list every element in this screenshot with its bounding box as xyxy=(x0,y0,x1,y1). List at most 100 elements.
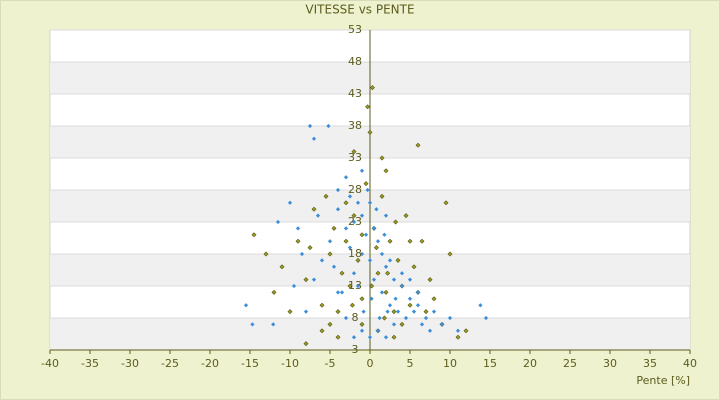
scatter-point xyxy=(367,335,373,340)
y-tick-label: 28 xyxy=(348,183,362,196)
scatter-point xyxy=(250,322,255,327)
x-tick-label: 20 xyxy=(523,357,537,370)
scatter-point xyxy=(369,296,374,301)
scatter-point xyxy=(407,277,413,282)
scatter-point xyxy=(335,334,341,340)
scatter-point xyxy=(431,309,437,314)
scatter-point xyxy=(419,238,425,244)
scatter-point xyxy=(411,264,417,270)
scatter-point xyxy=(355,283,361,289)
x-tick-label: 30 xyxy=(603,357,617,370)
scatter-point xyxy=(385,270,391,276)
scatter-point xyxy=(349,302,355,308)
scatter-point xyxy=(391,322,397,327)
scatter-point xyxy=(271,322,276,327)
scatter-point xyxy=(319,328,325,334)
scatter-point xyxy=(387,238,393,244)
scatter-point xyxy=(331,264,337,269)
scatter-point xyxy=(251,232,257,238)
x-tick-label: -10 xyxy=(281,357,299,370)
scatter-point xyxy=(375,239,381,244)
scatter-point xyxy=(383,213,389,218)
scatter-point xyxy=(351,219,357,225)
x-tick-label: -5 xyxy=(325,357,336,370)
scatter-point xyxy=(363,181,369,187)
x-axis-label: Pente [%] xyxy=(636,374,690,387)
scatter-point xyxy=(407,238,413,244)
scatter-point xyxy=(365,104,371,110)
y-tick-label: 38 xyxy=(348,119,362,132)
scatter-point xyxy=(295,238,301,244)
scatter-point xyxy=(319,302,325,308)
scatter-point xyxy=(327,239,333,244)
scatter-point xyxy=(339,290,345,295)
scatter-point xyxy=(483,315,489,321)
scatter-point xyxy=(361,309,366,314)
scatter-point xyxy=(377,315,382,321)
scatter-point xyxy=(351,149,357,155)
scatter-point xyxy=(391,277,397,282)
scatter-point xyxy=(359,251,365,257)
scatter-point xyxy=(343,200,349,206)
scatter-point xyxy=(367,258,373,263)
y-tick-label: 23 xyxy=(348,215,362,228)
scatter-point xyxy=(303,309,309,314)
scatter-point xyxy=(367,200,373,205)
scatter-point xyxy=(407,296,413,301)
scatter-point xyxy=(359,213,365,218)
scatter-point xyxy=(359,321,365,327)
scatter-point xyxy=(411,309,417,314)
scatter-point xyxy=(455,334,461,340)
scatter-point xyxy=(339,270,345,276)
scatter-point xyxy=(393,296,398,301)
x-tick-label: -25 xyxy=(161,357,179,370)
scatter-point xyxy=(311,136,317,141)
scatter-point xyxy=(299,251,305,257)
y-tick-label: 43 xyxy=(348,87,362,100)
scatter-point xyxy=(415,142,421,148)
scatter-point xyxy=(391,334,397,340)
scatter-point xyxy=(343,238,349,244)
y-tick-label: 18 xyxy=(348,247,362,260)
scatter-point xyxy=(243,303,249,308)
scatter-point xyxy=(407,302,413,308)
x-tick-label: 25 xyxy=(563,357,577,370)
y-tick-label: 8 xyxy=(352,311,359,324)
scatter-point xyxy=(403,213,409,219)
scatter-point xyxy=(303,277,309,283)
y-tick-label: 33 xyxy=(348,151,362,164)
chart-title: VITESSE vs PENTE xyxy=(305,3,414,17)
scatter-point xyxy=(351,213,357,219)
scatter-point xyxy=(447,251,453,257)
scatter-point xyxy=(379,251,385,257)
scatter-point xyxy=(379,193,385,199)
x-tick-label: 10 xyxy=(443,357,457,370)
x-tick-label: -30 xyxy=(121,357,139,370)
scatter-point xyxy=(383,168,389,174)
x-tick-label: 15 xyxy=(483,357,497,370)
scatter-point xyxy=(395,257,401,263)
scatter-point xyxy=(382,232,387,237)
scatter-point xyxy=(303,341,309,347)
scatter-point xyxy=(393,219,399,225)
scatter-point xyxy=(439,322,445,327)
scatter-point xyxy=(351,335,357,340)
scatter-point xyxy=(315,213,321,218)
scatter-point xyxy=(383,264,389,269)
scatter-point xyxy=(307,245,313,251)
scatter-point xyxy=(391,309,397,315)
scatter-point xyxy=(383,289,389,295)
scatter-point xyxy=(415,290,421,295)
scatter-point xyxy=(331,225,337,231)
scatter-point xyxy=(355,200,361,205)
x-tick-label: -15 xyxy=(241,357,259,370)
scatter-point xyxy=(374,207,379,212)
scatter-point xyxy=(359,328,365,333)
y-tick-label: 53 xyxy=(348,23,362,36)
scatter-point xyxy=(431,296,437,302)
scatter-point xyxy=(287,309,293,315)
x-tick-label: 0 xyxy=(367,357,374,370)
scatter-point xyxy=(369,283,375,289)
scatter-point xyxy=(369,85,375,91)
